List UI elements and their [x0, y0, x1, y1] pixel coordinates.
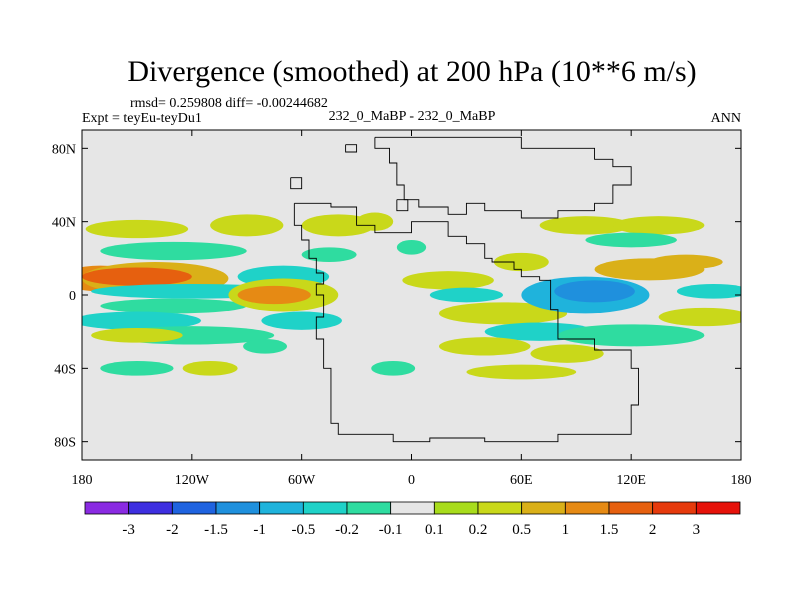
- colorbar-swatch: [128, 501, 173, 515]
- field-blob-30: [676, 284, 741, 299]
- field-blob-14: [261, 311, 342, 330]
- colorbar-swatch: [652, 501, 697, 515]
- continent-outline-0: [293, 202, 639, 443]
- field-blob-26: [554, 280, 635, 303]
- y-tick-label: 40S: [54, 362, 76, 377]
- field-blob-2: [82, 267, 192, 286]
- x-tick-label: 180: [731, 473, 752, 488]
- x-tick-label: 0: [408, 473, 415, 488]
- colorbar-label: 0.1: [425, 522, 444, 538]
- colorbar-swatch: [433, 501, 479, 515]
- field-blob-28: [649, 254, 723, 270]
- case-label: 232_0_MaBP - 232_0_MaBP: [329, 109, 496, 124]
- field-blob-8: [100, 241, 247, 261]
- x-tick-label: 180: [72, 473, 93, 488]
- field-blob-39: [371, 361, 416, 376]
- stats-text: rmsd= 0.259808 diff= -0.00244682: [130, 96, 328, 111]
- field-blob-16: [301, 247, 357, 262]
- colorbar-label: 1: [562, 522, 570, 538]
- field-blob-24: [438, 337, 531, 356]
- field-blob-21: [429, 287, 504, 303]
- colorbar: -3 -2 -1.5 -1 -0.5 -0.2 -0.1 0.1 0.2 0.5 1 1.5 2 3: [84, 501, 741, 538]
- x-axis: 180 120W 60W 0 60E 120E 180: [72, 130, 752, 488]
- field-blob-32: [530, 344, 604, 363]
- colorbar-swatch: [521, 501, 566, 515]
- colorbar-swatch: [215, 501, 261, 515]
- colorbar-label: 3: [693, 522, 701, 538]
- field-blob-18: [356, 212, 394, 231]
- x-tick-label: 60E: [510, 473, 533, 488]
- y-axis: 80N 40N 0 40S 80S: [52, 142, 741, 451]
- colorbar-swatch: [346, 501, 392, 515]
- field-blob-36: [493, 252, 549, 272]
- continent-outline-3: [396, 199, 409, 212]
- period-label: ANN: [711, 111, 741, 126]
- field-blob-35: [585, 232, 677, 248]
- colorbar-swatch: [390, 501, 435, 515]
- field-blob-33: [539, 216, 632, 235]
- colorbar-label: 2: [649, 522, 657, 538]
- field-blob-4: [100, 298, 247, 314]
- colorbar-swatch: [171, 501, 217, 515]
- colorbar-label: 0.2: [469, 522, 488, 538]
- colorbar-swatch: [608, 501, 654, 515]
- field-blob-29: [658, 307, 741, 327]
- colorbar-label: -0.2: [335, 522, 359, 538]
- continent-outlines: [290, 136, 639, 443]
- colorbar-swatch: [302, 501, 348, 515]
- field-blob-31: [557, 324, 705, 347]
- field-blob-38: [182, 361, 238, 376]
- field-blob-9: [85, 219, 189, 239]
- colorbar-label: -0.5: [291, 522, 315, 538]
- experiment-label: Expt = teyEu-teyDu1: [82, 111, 202, 126]
- field-blob-40: [466, 364, 577, 380]
- continent-outline-1: [374, 136, 632, 219]
- field-blob-7: [91, 328, 183, 343]
- divergence-field: [82, 212, 741, 380]
- field-blob-19: [396, 240, 427, 255]
- field-blob-34: [612, 216, 705, 235]
- x-tick-label: 120W: [175, 473, 210, 488]
- y-tick-label: 80S: [54, 436, 76, 451]
- colorbar-label: -3: [122, 522, 135, 538]
- continent-outline-2: [345, 144, 358, 153]
- chart-title: Divergence (smoothed) at 200 hPa (10**6 …: [127, 55, 696, 88]
- y-tick-label: 40N: [52, 216, 76, 231]
- continent-outline-4: [290, 177, 303, 190]
- x-tick-label: 120E: [616, 473, 646, 488]
- colorbar-swatch: [564, 501, 610, 515]
- colorbar-swatch: [84, 501, 130, 515]
- colorbar-swatch: [259, 501, 304, 515]
- colorbar-label: 1.5: [600, 522, 619, 538]
- field-blob-22: [438, 302, 568, 325]
- field-blob-17: [243, 339, 288, 354]
- x-tick-label: 60W: [288, 473, 316, 488]
- colorbar-label: -2: [166, 522, 179, 538]
- field-blob-37: [100, 361, 174, 376]
- y-tick-label: 0: [69, 289, 76, 304]
- colorbar-label: -0.1: [379, 522, 403, 538]
- colorbar-label: 0.5: [512, 522, 531, 538]
- colorbar-label: -1: [253, 522, 266, 538]
- colorbar-swatch: [477, 501, 523, 515]
- colorbar-label: -1.5: [204, 522, 228, 538]
- field-blob-20: [402, 271, 494, 290]
- field-blob-5: [82, 311, 201, 330]
- y-tick-label: 80N: [52, 142, 76, 157]
- colorbar-swatch: [695, 501, 741, 515]
- field-blob-13: [237, 285, 311, 305]
- field-blob-10: [210, 214, 284, 237]
